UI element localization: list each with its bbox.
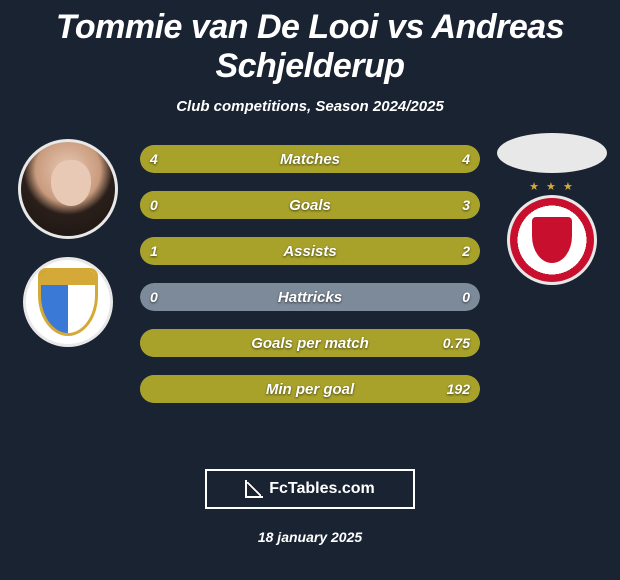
subtitle: Club competitions, Season 2024/2025 [0,98,620,115]
date-label: 18 january 2025 [0,529,620,545]
stat-label: Assists [140,237,480,265]
comparison-content: 44Matches 03Goals 12Assists 00Hattricks 0.75… [0,139,620,439]
brand-badge[interactable]: FcTables.com [205,469,415,509]
stat-label: Goals per match [140,329,480,357]
player-left-avatar [18,139,118,239]
chart-icon [245,480,263,498]
club-right-crest [507,195,597,285]
page-title: Tommie van De Looi vs Andreas Schjelderu… [0,0,620,86]
stat-row: 0.75Goals per match [140,329,480,357]
stat-label: Min per goal [140,375,480,403]
club-left-crest [23,257,113,347]
stat-row: 03Goals [140,191,480,219]
stat-row: 192Min per goal [140,375,480,403]
player-right-avatar [497,133,607,173]
brand-label: FcTables.com [269,480,375,498]
stat-bars: 44Matches 03Goals 12Assists 00Hattricks 0.75… [140,145,480,403]
left-player-column [8,139,128,347]
stat-row: 44Matches [140,145,480,173]
stat-label: Matches [140,145,480,173]
stat-label: Goals [140,191,480,219]
stat-label: Hattricks [140,283,480,311]
stat-row: 00Hattricks [140,283,480,311]
stat-row: 12Assists [140,237,480,265]
right-player-column [492,133,612,285]
